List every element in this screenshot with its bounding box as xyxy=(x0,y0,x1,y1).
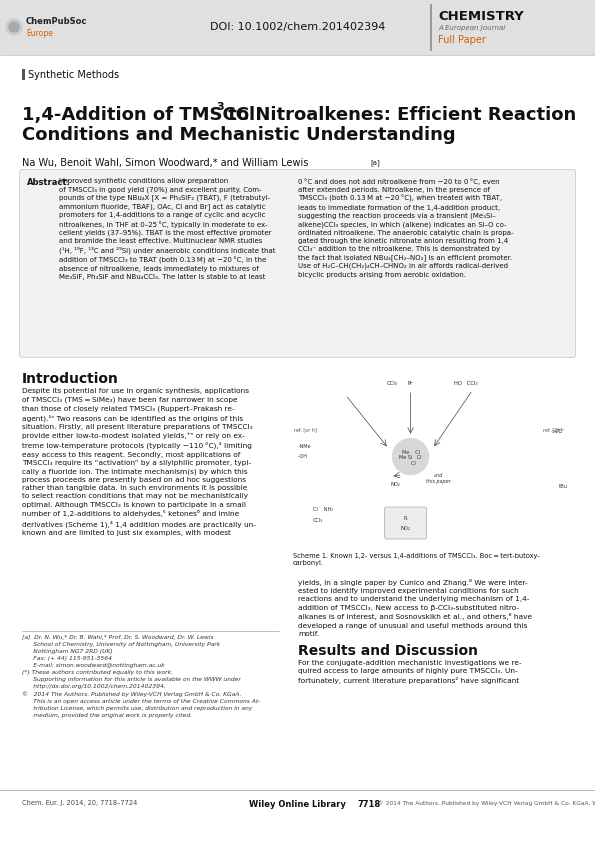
FancyBboxPatch shape xyxy=(20,169,575,358)
Bar xyxy=(22,69,25,80)
Text: 1,4-Addition of TMSCCl: 1,4-Addition of TMSCCl xyxy=(22,106,255,124)
Text: Europe: Europe xyxy=(26,29,53,39)
Text: –OH: –OH xyxy=(298,454,308,459)
Text: tBu: tBu xyxy=(559,484,568,489)
Bar xyxy=(293,375,573,545)
Text: and
this paper: and this paper xyxy=(426,473,451,484)
Text: [a]  Dr. N. Wu,* Dr. B. Wahl,* Prof. Dr. S. Woodward, Dr. W. Lewis
      School : [a] Dr. N. Wu,* Dr. B. Wahl,* Prof. Dr. … xyxy=(22,635,261,718)
Bar xyxy=(430,4,432,51)
Text: NO₂: NO₂ xyxy=(391,482,400,488)
Text: 0 °C and does not add nitroalkene from −20 to 0 °C, even
after extended periods.: 0 °C and does not add nitroalkene from −… xyxy=(298,178,513,278)
Text: © 2014 The Authors. Published by Wiley-VCH Verlag GmbH & Co. KGaA, Weinheim: © 2014 The Authors. Published by Wiley-V… xyxy=(377,800,595,806)
Text: Scheme 1. Known 1,2- versus 1,4-additions of TMSCCl₃. Boc = tert-butoxy-
carbony: Scheme 1. Known 1,2- versus 1,4-addition… xyxy=(293,553,540,566)
Text: Full Paper: Full Paper xyxy=(438,35,486,45)
Text: Improved synthetic conditions allow preparation
of TMSCCl₃ in good yield (70%) a: Improved synthetic conditions allow prep… xyxy=(59,178,275,280)
Text: –NMe: –NMe xyxy=(298,444,312,449)
Text: ref. [2h]: ref. [2h] xyxy=(543,427,563,432)
Text: R: R xyxy=(404,516,408,521)
Text: [a]: [a] xyxy=(370,159,380,166)
Text: 3: 3 xyxy=(216,102,224,112)
Bar xyxy=(0,0,595,55)
Text: Wiley Online Library: Wiley Online Library xyxy=(249,800,346,809)
Text: ChemPubSoc: ChemPubSoc xyxy=(26,18,87,26)
Text: Introduction: Introduction xyxy=(22,372,119,386)
Text: A European Journal: A European Journal xyxy=(438,25,505,31)
Text: 7718: 7718 xyxy=(358,800,381,809)
Text: For the conjugate-addition mechanistic investigations we re-
quired access to la: For the conjugate-addition mechanistic i… xyxy=(298,660,521,684)
Text: ref. [or h]: ref. [or h] xyxy=(293,427,317,432)
FancyBboxPatch shape xyxy=(384,507,427,539)
Circle shape xyxy=(9,22,19,32)
Text: Results and Discussion: Results and Discussion xyxy=(298,644,478,658)
Text: Me Si   Cl: Me Si Cl xyxy=(399,455,422,460)
Text: DOI: 10.1002/chem.201402394: DOI: 10.1002/chem.201402394 xyxy=(210,22,385,32)
Text: CCl₃: CCl₃ xyxy=(387,381,398,386)
Text: Na Wu, Benoit Wahl, Simon Woodward,* and William Lewis: Na Wu, Benoit Wahl, Simon Woodward,* and… xyxy=(22,158,308,168)
Circle shape xyxy=(6,19,22,35)
Text: Pr: Pr xyxy=(408,381,414,386)
Text: NO₂: NO₂ xyxy=(400,526,411,531)
Text: Conditions and Mechanistic Understanding: Conditions and Mechanistic Understanding xyxy=(22,126,456,144)
Text: CHEMISTRY: CHEMISTRY xyxy=(438,9,524,23)
Text: Chem. Eur. J. 2014, 20, 7718–7724: Chem. Eur. J. 2014, 20, 7718–7724 xyxy=(22,800,137,806)
Text: Me    Cl: Me Cl xyxy=(402,450,419,455)
Text: Cl: Cl xyxy=(405,461,416,466)
Text: Cl    NH₂

CCl₃: Cl NH₂ CCl₃ xyxy=(313,507,333,523)
Text: to Nitroalkenes: Efficient Reaction: to Nitroalkenes: Efficient Reaction xyxy=(222,106,576,124)
Text: Synthetic Methods: Synthetic Methods xyxy=(28,70,119,80)
Text: yields, in a single paper by Cunico and Zhang.⁸ We were inter-
ested to identify: yields, in a single paper by Cunico and … xyxy=(298,579,532,637)
Text: Despite its potential for use in organic synthesis, applications
of TMSCCl₃ (TMS: Despite its potential for use in organic… xyxy=(22,388,256,536)
Text: >2C°: >2C° xyxy=(552,429,565,434)
Text: HO   CCl₃: HO CCl₃ xyxy=(454,381,477,386)
Text: Abstract:: Abstract: xyxy=(27,178,71,187)
Circle shape xyxy=(393,439,428,475)
